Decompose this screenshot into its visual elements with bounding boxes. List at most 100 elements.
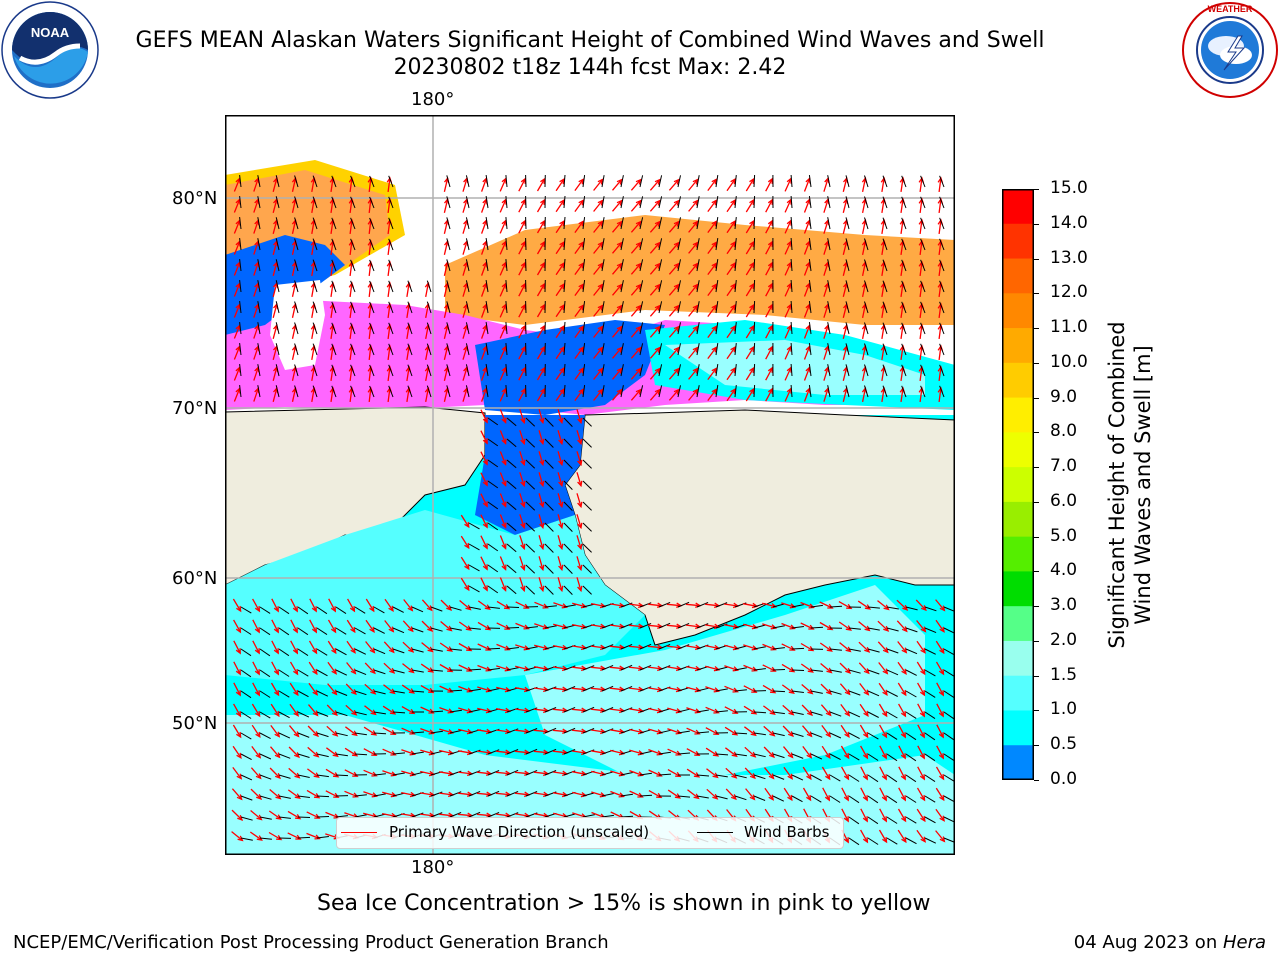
wave-direction-arrowhead xyxy=(844,731,850,739)
wave-direction-arrow xyxy=(518,262,526,276)
wave-direction-arrow xyxy=(860,808,868,822)
wave-direction-arrow xyxy=(919,199,923,213)
wave-direction-arrowhead xyxy=(807,667,814,673)
wave-direction-arrowhead xyxy=(313,793,321,799)
wind-barb xyxy=(658,238,663,251)
wave-direction-arrow xyxy=(253,241,259,255)
wave-direction-arrow xyxy=(536,199,546,213)
wave-direction-arrowhead xyxy=(539,459,545,467)
wind-barb xyxy=(331,280,337,293)
wave-direction-arrowhead xyxy=(520,438,526,446)
wind-barb xyxy=(485,301,489,314)
wave-direction-arrow xyxy=(480,409,488,423)
wave-direction-arrow xyxy=(290,619,298,633)
wind-barb xyxy=(753,300,756,314)
wind-barb xyxy=(882,217,888,230)
wave-direction-arrow xyxy=(649,242,661,254)
wave-direction-arrowhead xyxy=(806,731,813,738)
wave-direction-arrow xyxy=(443,199,449,213)
wave-direction-arrowhead xyxy=(882,689,888,697)
colorbar-band xyxy=(1002,745,1034,780)
wave-direction-arrowhead xyxy=(520,522,526,530)
wind-barb xyxy=(563,813,576,818)
wave-direction-arrow xyxy=(272,241,278,255)
wind-barb xyxy=(791,774,804,781)
wave-direction-arrow xyxy=(630,221,642,233)
wind-barb xyxy=(620,343,624,356)
wave-direction-arrowhead xyxy=(900,753,906,760)
wave-direction-arrowhead xyxy=(254,669,260,676)
wave-direction-arrow xyxy=(272,199,278,213)
wind-barb xyxy=(294,343,299,356)
wave-direction-arrow xyxy=(330,304,334,318)
wave-direction-arrow xyxy=(443,304,449,318)
wave-direction-arrow xyxy=(745,220,755,234)
colorbar-tick-label: 13.0 xyxy=(1050,247,1088,268)
wave-direction-arrowhead xyxy=(635,283,642,290)
wave-direction-arrowhead xyxy=(466,666,473,672)
wind-barb xyxy=(544,625,557,629)
wave-direction-arrow xyxy=(536,304,546,318)
wave-direction-arrow xyxy=(898,724,906,738)
wave-direction-arrow xyxy=(745,304,755,318)
wave-direction-arrow xyxy=(800,663,814,673)
wave-direction-arrowhead xyxy=(675,771,682,778)
wave-direction-arrowhead xyxy=(578,220,584,227)
wave-direction-arrowhead xyxy=(485,687,493,693)
wave-direction-arrowhead xyxy=(292,606,298,613)
wind-barb xyxy=(753,321,756,335)
wave-direction-arrowhead xyxy=(787,752,794,759)
wave-direction-arrow xyxy=(552,729,568,733)
wave-direction-arrowhead xyxy=(767,177,774,184)
wave-direction-arrow xyxy=(270,725,280,737)
wave-direction-arrowhead xyxy=(654,325,661,332)
wave-direction-arrow xyxy=(839,642,851,652)
wave-direction-arrow xyxy=(571,708,587,712)
wave-direction-arrowhead xyxy=(768,794,774,801)
colorbar-tick-label: 5.0 xyxy=(1050,525,1078,546)
wave-direction-arrow xyxy=(476,771,492,775)
wave-direction-arrowhead xyxy=(539,417,545,425)
wave-direction-arrow xyxy=(842,304,848,318)
wave-direction-arrow xyxy=(249,831,263,841)
wind-barb xyxy=(810,753,823,760)
wave-direction-arrow xyxy=(858,621,870,631)
colorbar-label: Significant Height of Combined Wind Wave… xyxy=(1100,190,1160,780)
wave-direction-arrow xyxy=(726,220,736,234)
wind-barb xyxy=(943,669,955,677)
wind-barb xyxy=(905,627,918,633)
wind-barb xyxy=(335,606,347,615)
wave-direction-arrow xyxy=(538,577,544,591)
wave-direction-arrow xyxy=(499,283,507,297)
wind-barb xyxy=(658,259,663,272)
wave-direction-arrowhead xyxy=(616,262,623,269)
wind-barb xyxy=(639,602,652,608)
wave-direction-arrow xyxy=(744,726,756,736)
wave-direction-arrow xyxy=(233,703,241,717)
wave-direction-arrowhead xyxy=(523,603,530,609)
wave-direction-arrow xyxy=(477,600,491,610)
wind-barb xyxy=(278,606,290,615)
wave-direction-arrowhead xyxy=(559,366,565,374)
wind-barb xyxy=(407,343,413,356)
wave-direction-arrow xyxy=(647,645,663,649)
wind-barb xyxy=(939,301,945,314)
wave-direction-arrow xyxy=(688,305,698,317)
wave-direction-arrowhead xyxy=(767,303,774,310)
wave-direction-arrowhead xyxy=(749,198,755,206)
wind-barb xyxy=(446,259,451,272)
wave-direction-arrow xyxy=(765,178,773,192)
wave-direction-arrow xyxy=(519,535,525,549)
wind-barb xyxy=(920,196,926,209)
wave-direction-arrow xyxy=(496,813,510,817)
wave-direction-arrow xyxy=(784,283,792,297)
wind-barb xyxy=(468,543,480,551)
wind-barb xyxy=(468,709,481,713)
wave-direction-arrowhead xyxy=(635,262,642,269)
wind-barb xyxy=(864,343,869,356)
wind-barb xyxy=(601,664,614,671)
wave-direction-arrowhead xyxy=(920,815,926,823)
wave-direction-arrow xyxy=(553,623,567,629)
wind-barb xyxy=(864,217,869,230)
wind-barb xyxy=(939,217,945,230)
